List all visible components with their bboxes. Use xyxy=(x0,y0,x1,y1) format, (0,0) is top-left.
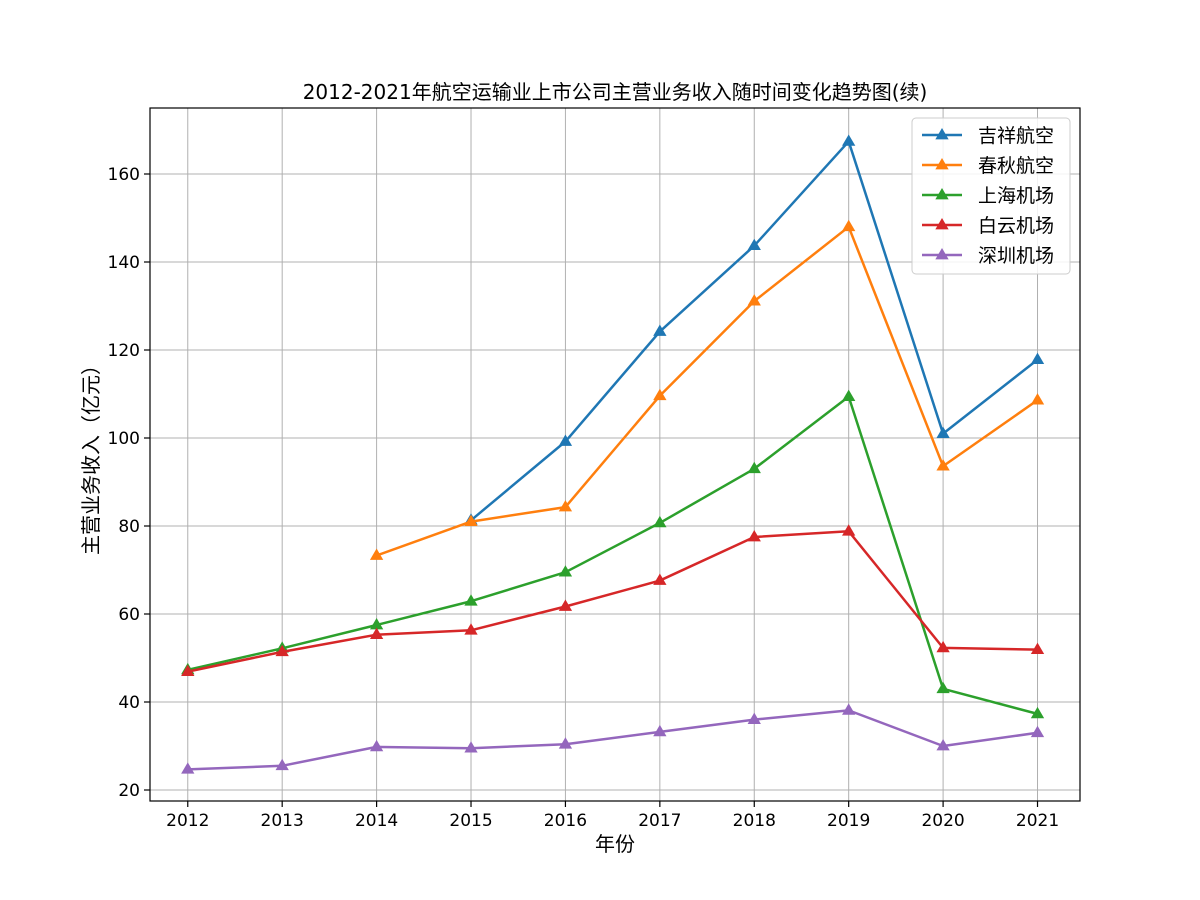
data-point-marker xyxy=(558,737,573,749)
x-axis-label: 年份 xyxy=(595,832,635,856)
y-tick-label: 60 xyxy=(118,605,140,625)
data-point-marker xyxy=(653,515,667,528)
series-深圳机场 xyxy=(181,703,1045,774)
data-point-marker xyxy=(1030,706,1045,719)
plot-area-frame xyxy=(149,107,1081,802)
x-tick-label: 2019 xyxy=(827,811,870,831)
legend-label: 吉祥航空 xyxy=(978,125,1054,147)
x-tick-label: 2012 xyxy=(166,811,209,831)
data-point-marker xyxy=(1030,393,1045,405)
y-tick-label: 140 xyxy=(108,253,140,273)
data-point-marker xyxy=(181,762,195,774)
legend-marker xyxy=(935,248,949,260)
data-point-marker xyxy=(369,739,384,752)
x-tick-label: 2015 xyxy=(449,811,492,831)
data-point-marker xyxy=(464,514,478,526)
data-point-marker xyxy=(275,758,289,771)
data-point-marker xyxy=(842,389,856,401)
legend-item: 深圳机场 xyxy=(922,245,1054,267)
legend-box xyxy=(911,117,1071,275)
x-tick-label: 2018 xyxy=(733,811,776,831)
series-line xyxy=(187,709,1038,771)
data-point-marker xyxy=(842,219,856,232)
series-春秋航空 xyxy=(369,219,1045,560)
data-point-marker xyxy=(653,388,667,401)
series-line xyxy=(376,225,1039,557)
x-tick-label: 2020 xyxy=(921,811,964,831)
legend-label: 白云机场 xyxy=(978,215,1054,237)
data-point-marker xyxy=(653,324,667,336)
series-layer xyxy=(181,134,1045,774)
data-point-marker xyxy=(747,712,761,724)
data-point-marker xyxy=(936,640,950,653)
series-line xyxy=(187,395,1038,716)
y-tick-label: 100 xyxy=(108,429,140,449)
legend-marker xyxy=(935,218,949,230)
data-point-marker xyxy=(653,724,667,737)
data-point-marker xyxy=(464,623,478,635)
legend-item: 吉祥航空 xyxy=(922,125,1054,147)
data-point-marker xyxy=(558,565,573,577)
data-point-marker xyxy=(1030,725,1045,738)
data-point-marker xyxy=(936,459,950,471)
data-point-marker xyxy=(369,618,384,630)
y-axis: 20 40 60 80 100 120 140 160 xyxy=(108,165,150,801)
data-point-marker xyxy=(747,461,761,474)
x-tick-label: 2014 xyxy=(355,811,398,831)
x-tick-label: 2017 xyxy=(638,811,681,831)
series-白云机场 xyxy=(181,524,1045,676)
x-tick-label: 2013 xyxy=(261,811,304,831)
x-tick-label: 2021 xyxy=(1016,811,1059,831)
y-tick-label: 20 xyxy=(118,781,140,801)
data-point-marker xyxy=(464,594,478,606)
data-point-marker xyxy=(747,530,761,542)
data-point-marker xyxy=(936,739,950,751)
data-point-marker xyxy=(369,548,384,560)
legend-item: 春秋航空 xyxy=(922,155,1054,177)
y-tick-label: 40 xyxy=(118,693,140,713)
y-tick-label: 120 xyxy=(108,341,140,361)
y-axis-label: 主营业务收入（亿元） xyxy=(79,355,103,555)
legend-label: 深圳机场 xyxy=(978,245,1054,267)
data-point-marker xyxy=(936,426,950,438)
grid xyxy=(150,108,1080,801)
data-point-marker xyxy=(936,681,950,694)
legend-label: 春秋航空 xyxy=(978,155,1054,177)
data-point-marker xyxy=(1030,642,1045,654)
legend-item: 白云机场 xyxy=(922,215,1054,237)
data-point-marker xyxy=(275,644,289,657)
legend-marker xyxy=(935,158,949,170)
data-point-marker xyxy=(747,294,761,306)
data-point-marker xyxy=(464,741,478,753)
legend-label: 上海机场 xyxy=(978,185,1054,207)
series-上海机场 xyxy=(181,389,1045,719)
x-tick-label: 2016 xyxy=(544,811,587,831)
legend-marker xyxy=(935,128,949,140)
data-point-marker xyxy=(558,500,573,512)
data-point-marker xyxy=(1030,352,1045,365)
legend-marker xyxy=(935,188,949,200)
data-point-marker xyxy=(181,664,195,676)
chart-title: 2012-2021年航空运输业上市公司主营业务收入随时间变化趋势图(续) xyxy=(303,80,928,104)
data-point-marker xyxy=(369,627,384,640)
y-tick-label: 80 xyxy=(118,517,140,537)
y-tick-label: 160 xyxy=(108,165,140,185)
series-吉祥航空 xyxy=(464,134,1045,525)
series-line xyxy=(187,530,1038,673)
data-point-marker xyxy=(558,599,573,611)
data-point-marker xyxy=(558,434,573,446)
legend-item: 上海机场 xyxy=(922,185,1054,207)
x-axis: 2012 2013 2014 2015 2016 2017 2018 2019 2020 2021 xyxy=(166,801,1059,831)
data-point-marker xyxy=(842,134,856,146)
data-point-marker xyxy=(653,573,667,585)
data-point-marker xyxy=(747,238,761,251)
data-point-marker xyxy=(842,524,856,536)
data-point-marker xyxy=(842,703,856,715)
